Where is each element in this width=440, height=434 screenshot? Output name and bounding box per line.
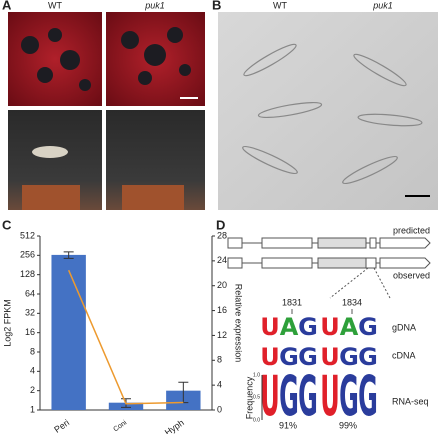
y-tick-label: 4 — [30, 366, 35, 376]
gene-models — [227, 237, 431, 299]
position: 1834 — [342, 297, 362, 307]
asci — [242, 43, 423, 185]
y2-axis-label: Relative expression — [234, 284, 244, 363]
panel-label: A — [2, 0, 12, 12]
bar — [51, 254, 86, 410]
y2-tick-label: 8 — [217, 355, 222, 365]
panel-label: C — [2, 217, 12, 232]
axis-label: Frequency — [244, 376, 254, 419]
percent: 99% — [339, 420, 357, 430]
logo-letter: G — [358, 364, 378, 429]
label: puk1 — [144, 0, 165, 10]
y2-tick-label: 20 — [217, 280, 227, 290]
label: observed — [393, 270, 430, 280]
tick-label: 0.5 — [253, 394, 260, 400]
y-tick-label: 128 — [20, 269, 35, 279]
logo-letter: G — [298, 364, 318, 429]
y-tick-label: 256 — [20, 250, 35, 260]
y2-tick-label: 28 — [217, 230, 227, 240]
error-bar — [63, 251, 74, 259]
cirrhus — [32, 146, 68, 158]
logo-letter: U — [320, 364, 339, 429]
label: WT — [48, 0, 62, 10]
logo-letter: G — [298, 343, 318, 371]
x-tick-label: Coni — [112, 419, 128, 433]
y2-tick-label: 24 — [217, 255, 227, 265]
fruiting-bodies — [21, 27, 191, 91]
y2-tick-label: 0 — [217, 404, 222, 414]
logo-letter: U — [260, 343, 280, 371]
label: WT — [273, 0, 287, 10]
y2-tick-label: 4 — [217, 380, 222, 390]
percent: 91% — [279, 420, 297, 430]
row-label: cDNA — [392, 350, 416, 360]
photo — [218, 12, 438, 210]
logo-letter: G — [339, 343, 359, 371]
y-tick-label: 64 — [25, 288, 35, 298]
y-tick-label: 2 — [30, 385, 35, 395]
logo-letter: U — [320, 343, 340, 371]
logo-letter: G — [279, 364, 299, 429]
position: 1831 — [282, 297, 302, 307]
label: predicted — [393, 225, 430, 235]
logo-letter: G — [339, 364, 359, 429]
y-tick-label: 16 — [25, 327, 35, 337]
substrate — [122, 185, 184, 210]
y-axis-label: Log2 FPKM — [2, 299, 12, 347]
y-tick-label: 32 — [25, 308, 35, 318]
tick-label: 0.0 — [253, 417, 260, 423]
logo-letter: G — [279, 343, 299, 371]
panel-label: D — [216, 217, 225, 232]
y2-tick-label: 16 — [217, 305, 227, 315]
tick-label: 1.0 — [253, 372, 260, 378]
y-tick-label: 512 — [20, 230, 35, 240]
label: puk1 — [372, 0, 393, 10]
row-label: RNA-seq — [392, 396, 429, 406]
logo-letter: G — [298, 313, 318, 341]
logo-letter: G — [358, 313, 378, 341]
logo-letter: A — [340, 313, 359, 341]
logo-letter: A — [280, 313, 299, 341]
logo-letter: U — [320, 313, 340, 341]
row-label: gDNA — [392, 322, 416, 332]
panel-label: B — [212, 0, 221, 12]
line — [67, 269, 184, 405]
y2-tick-label: 12 — [217, 330, 227, 340]
x-tick-label: Peri — [52, 417, 71, 434]
logo-letter: U — [260, 364, 279, 429]
x-tick-label: Hyph — [163, 417, 186, 434]
photo — [8, 12, 102, 106]
logo-letter: U — [260, 313, 280, 341]
logo-letter: G — [358, 343, 378, 371]
substrate — [22, 185, 80, 210]
y-tick-label: 8 — [30, 346, 35, 356]
y-tick-label: 1 — [30, 404, 35, 414]
